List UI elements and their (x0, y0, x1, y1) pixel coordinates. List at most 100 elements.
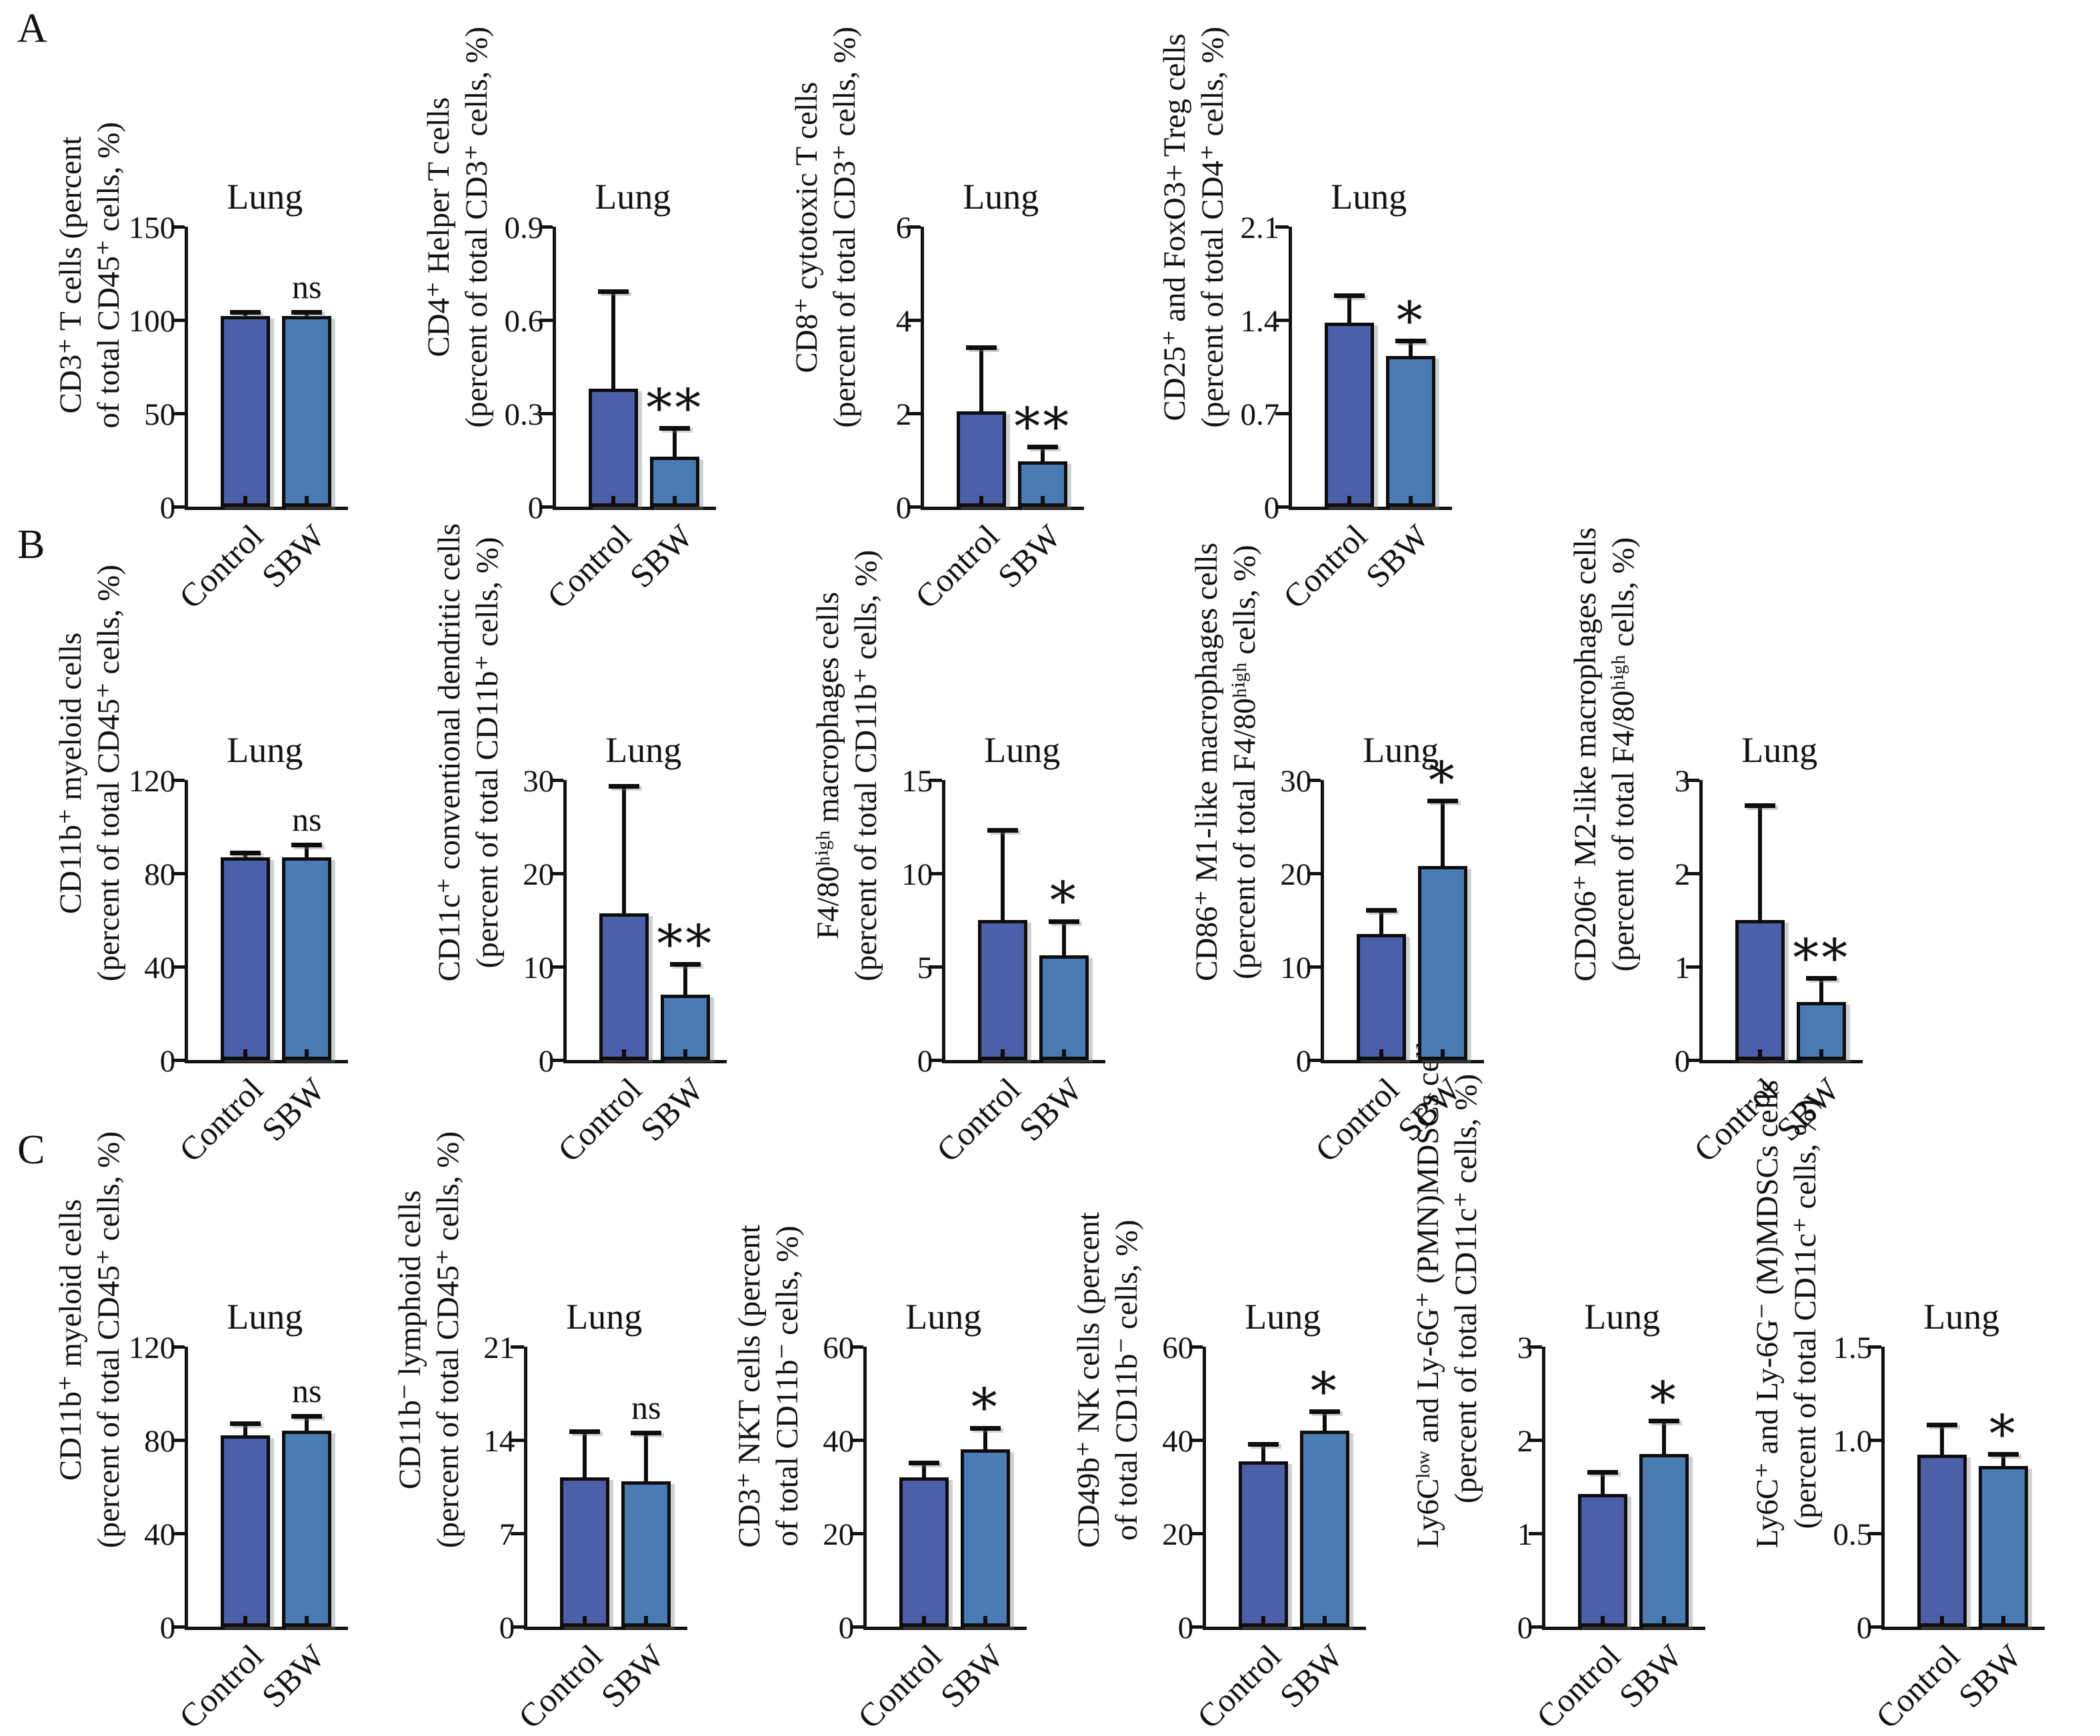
y-axis-ticks: 0 1 2 3 (1643, 764, 1699, 1079)
plot-area: Control SBW ns (171, 225, 349, 616)
error-bar-cap (1366, 908, 1397, 913)
significance-label: ** (646, 378, 704, 439)
plot-area-wrap: 0 2 4 6 Control SBW ** (864, 211, 1085, 616)
x-tick-mark (243, 496, 248, 507)
error-bar-stem (983, 1428, 988, 1449)
plot-area-wrap: 0 1 2 3 Control SBW ** (1643, 764, 1863, 1169)
error-bar-stem (1819, 979, 1824, 1003)
bar-control (957, 411, 1007, 507)
y-axis-label: CD3⁺ T cells (percent of total CD45⁺ cell… (52, 122, 128, 428)
significance-label: * (1049, 871, 1079, 932)
bar-sbw (1386, 356, 1436, 507)
y-axis-label-line-1: CD4⁺ Helper T cells (421, 97, 456, 358)
significance-label: ** (1014, 397, 1072, 457)
y-axis-label-line-1: CD8⁺ cytotoxic T cells (789, 81, 824, 373)
x-tick-mark (983, 1616, 988, 1627)
y-tick-mark (539, 225, 553, 229)
y-axis-label-line-1: CD11b⁺ myeloid cells (53, 1199, 88, 1481)
error-bar-cap (291, 1414, 323, 1419)
y-axis-ticks: 0 40 80 120 (128, 764, 185, 1079)
significance-label: * (1396, 291, 1425, 351)
significance-label: * (1649, 1371, 1679, 1431)
y-axis-label-line-2: (percent of total F4/80ʰⁱᵍʰ cells, %) (1227, 545, 1263, 979)
chart-main: Lung 0 50 100 150 Control SBW ns (128, 177, 349, 616)
bar-control (1325, 323, 1375, 507)
error-bar-cap (1049, 919, 1080, 924)
y-tick-label: 5 (917, 950, 933, 985)
plot-area-wrap: 0 10 20 30 Control SBW ** (507, 764, 727, 1169)
y-tick-label: 100 (128, 303, 176, 339)
y-tick-label: 20 (1162, 1517, 1194, 1552)
bar-control (221, 857, 271, 1060)
y-tick-mark (171, 225, 185, 229)
y-tick-label: 0 (917, 1043, 933, 1079)
error-bar-cap (1309, 1409, 1341, 1414)
bar-control (1357, 934, 1407, 1060)
plot-area-wrap: 0 40 80 120 Control SBW ns (128, 1331, 349, 1736)
y-tick-mark (1307, 1059, 1321, 1062)
y-tick-mark (1275, 505, 1289, 509)
error-bar-cap (1988, 1452, 2019, 1457)
x-tick-mark (683, 1049, 688, 1060)
x-tick-label: Control (511, 1637, 610, 1736)
plot-area: Control SBW * (850, 1345, 1027, 1736)
error-bar-stem (922, 1463, 927, 1477)
error-bar-stem (1001, 830, 1005, 920)
y-axis-label-line-2: of total CD45⁺ cells, %) (91, 121, 127, 428)
y-axis-label: CD11b⁺ myeloid cells (percent of total CD… (52, 1131, 128, 1548)
y-tick-mark (1275, 319, 1289, 322)
y-tick-label: 1.4 (1240, 303, 1280, 339)
y-axis-label: CD25⁺ and FoxO3+ Treg cells (percent of t… (1156, 27, 1232, 428)
bar-control (221, 316, 271, 507)
y-tick-mark (1868, 1439, 1882, 1442)
y-tick-mark (1686, 872, 1700, 875)
chart-main: Lung 0 1 2 3 Control SBW ** (1643, 731, 1863, 1169)
y-axis-label: CD206⁺ M2-like macrophages cells (percent… (1567, 527, 1643, 981)
x-tick-label: Control (851, 1637, 949, 1736)
y-tick-label: 10 (1280, 950, 1312, 985)
y-axis-label: CD4⁺ Helper T cells (percent of total CD3… (420, 27, 496, 428)
plot-area: Control SBW ** (907, 225, 1085, 616)
panel-row-b: B CD11b⁺ myeloid cells (percent of total C… (0, 507, 2100, 1169)
chart-main: Lung 0 10 20 30 Control SBW ** (507, 731, 727, 1169)
y-tick-label: 80 (144, 857, 176, 892)
y-axis-label-line-2: of total CD11b⁻ cells, %) (1109, 1219, 1145, 1541)
chart-title: Lung (566, 1297, 643, 1337)
bar-chart: CD3⁺ NKT cells (percent of total CD11b⁻ c… (731, 1225, 1070, 1736)
bar-control (560, 1477, 610, 1627)
x-tick-mark (1940, 1616, 1945, 1627)
plot-area-wrap: 0 0.3 0.6 0.9 Control SBW ** (496, 211, 717, 616)
y-tick-mark (1686, 1059, 1700, 1062)
y-tick-mark (850, 1625, 864, 1629)
y-tick-label: 6 (895, 210, 912, 245)
bar-sbw (1300, 1431, 1350, 1627)
plot-area-wrap: 0 7 14 21 Control SBW ns (467, 1331, 688, 1736)
y-tick-label: 0 (895, 490, 912, 525)
chart-title: Lung (227, 177, 303, 217)
x-tick-mark (305, 496, 309, 507)
y-axis-label: Ly6C⁺ and Ly-6G⁻ (M)MDSCs cells (percent … (1749, 1080, 1825, 1548)
error-bar-cap (598, 289, 629, 294)
significance-label: ns (291, 1372, 322, 1409)
y-tick-mark (511, 1345, 525, 1349)
error-bar-cap (1649, 1419, 1680, 1423)
y-tick-mark (550, 779, 564, 782)
y-tick-label: 10 (901, 857, 933, 892)
error-bar-cap (230, 1421, 261, 1426)
y-tick-mark (171, 965, 185, 969)
x-tick-mark (2001, 1616, 2006, 1627)
bar-chart: CD11c⁺ conventional dendritic cells (perc… (431, 523, 809, 1169)
y-axis-ticks: 0 0.7 1.4 2.1 (1232, 211, 1289, 525)
bar-sbw (282, 857, 332, 1060)
bar-control (1239, 1461, 1289, 1627)
error-bar-stem (622, 786, 627, 914)
chart-main: Lung 0 10 20 30 Control SBW * (1264, 731, 1485, 1169)
y-axis-label-line-1: CD11c⁺ conventional dendritic cells (432, 523, 467, 981)
y-tick-label: 30 (1280, 763, 1312, 799)
y-axis-ticks: 0 40 80 120 (128, 1331, 185, 1645)
bar-control (221, 1435, 271, 1627)
error-bar-cap (659, 426, 691, 431)
error-bar-stem (683, 965, 688, 995)
significance-label: * (1428, 751, 1457, 811)
chart-main: Lung 0 7 14 21 Control SBW ns (467, 1297, 688, 1736)
